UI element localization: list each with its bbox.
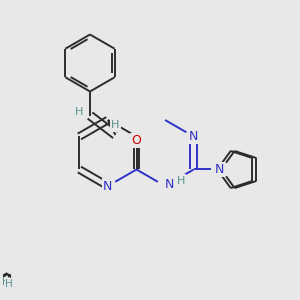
Text: H: H (2, 278, 9, 287)
Text: H: H (5, 279, 13, 289)
Text: H: H (74, 107, 83, 117)
Text: N: N (214, 163, 224, 176)
Text: H: H (176, 176, 185, 186)
Text: H: H (111, 120, 120, 130)
Text: N: N (189, 130, 198, 143)
Text: N: N (103, 179, 112, 193)
Text: O: O (132, 134, 141, 147)
Text: N: N (165, 178, 174, 191)
